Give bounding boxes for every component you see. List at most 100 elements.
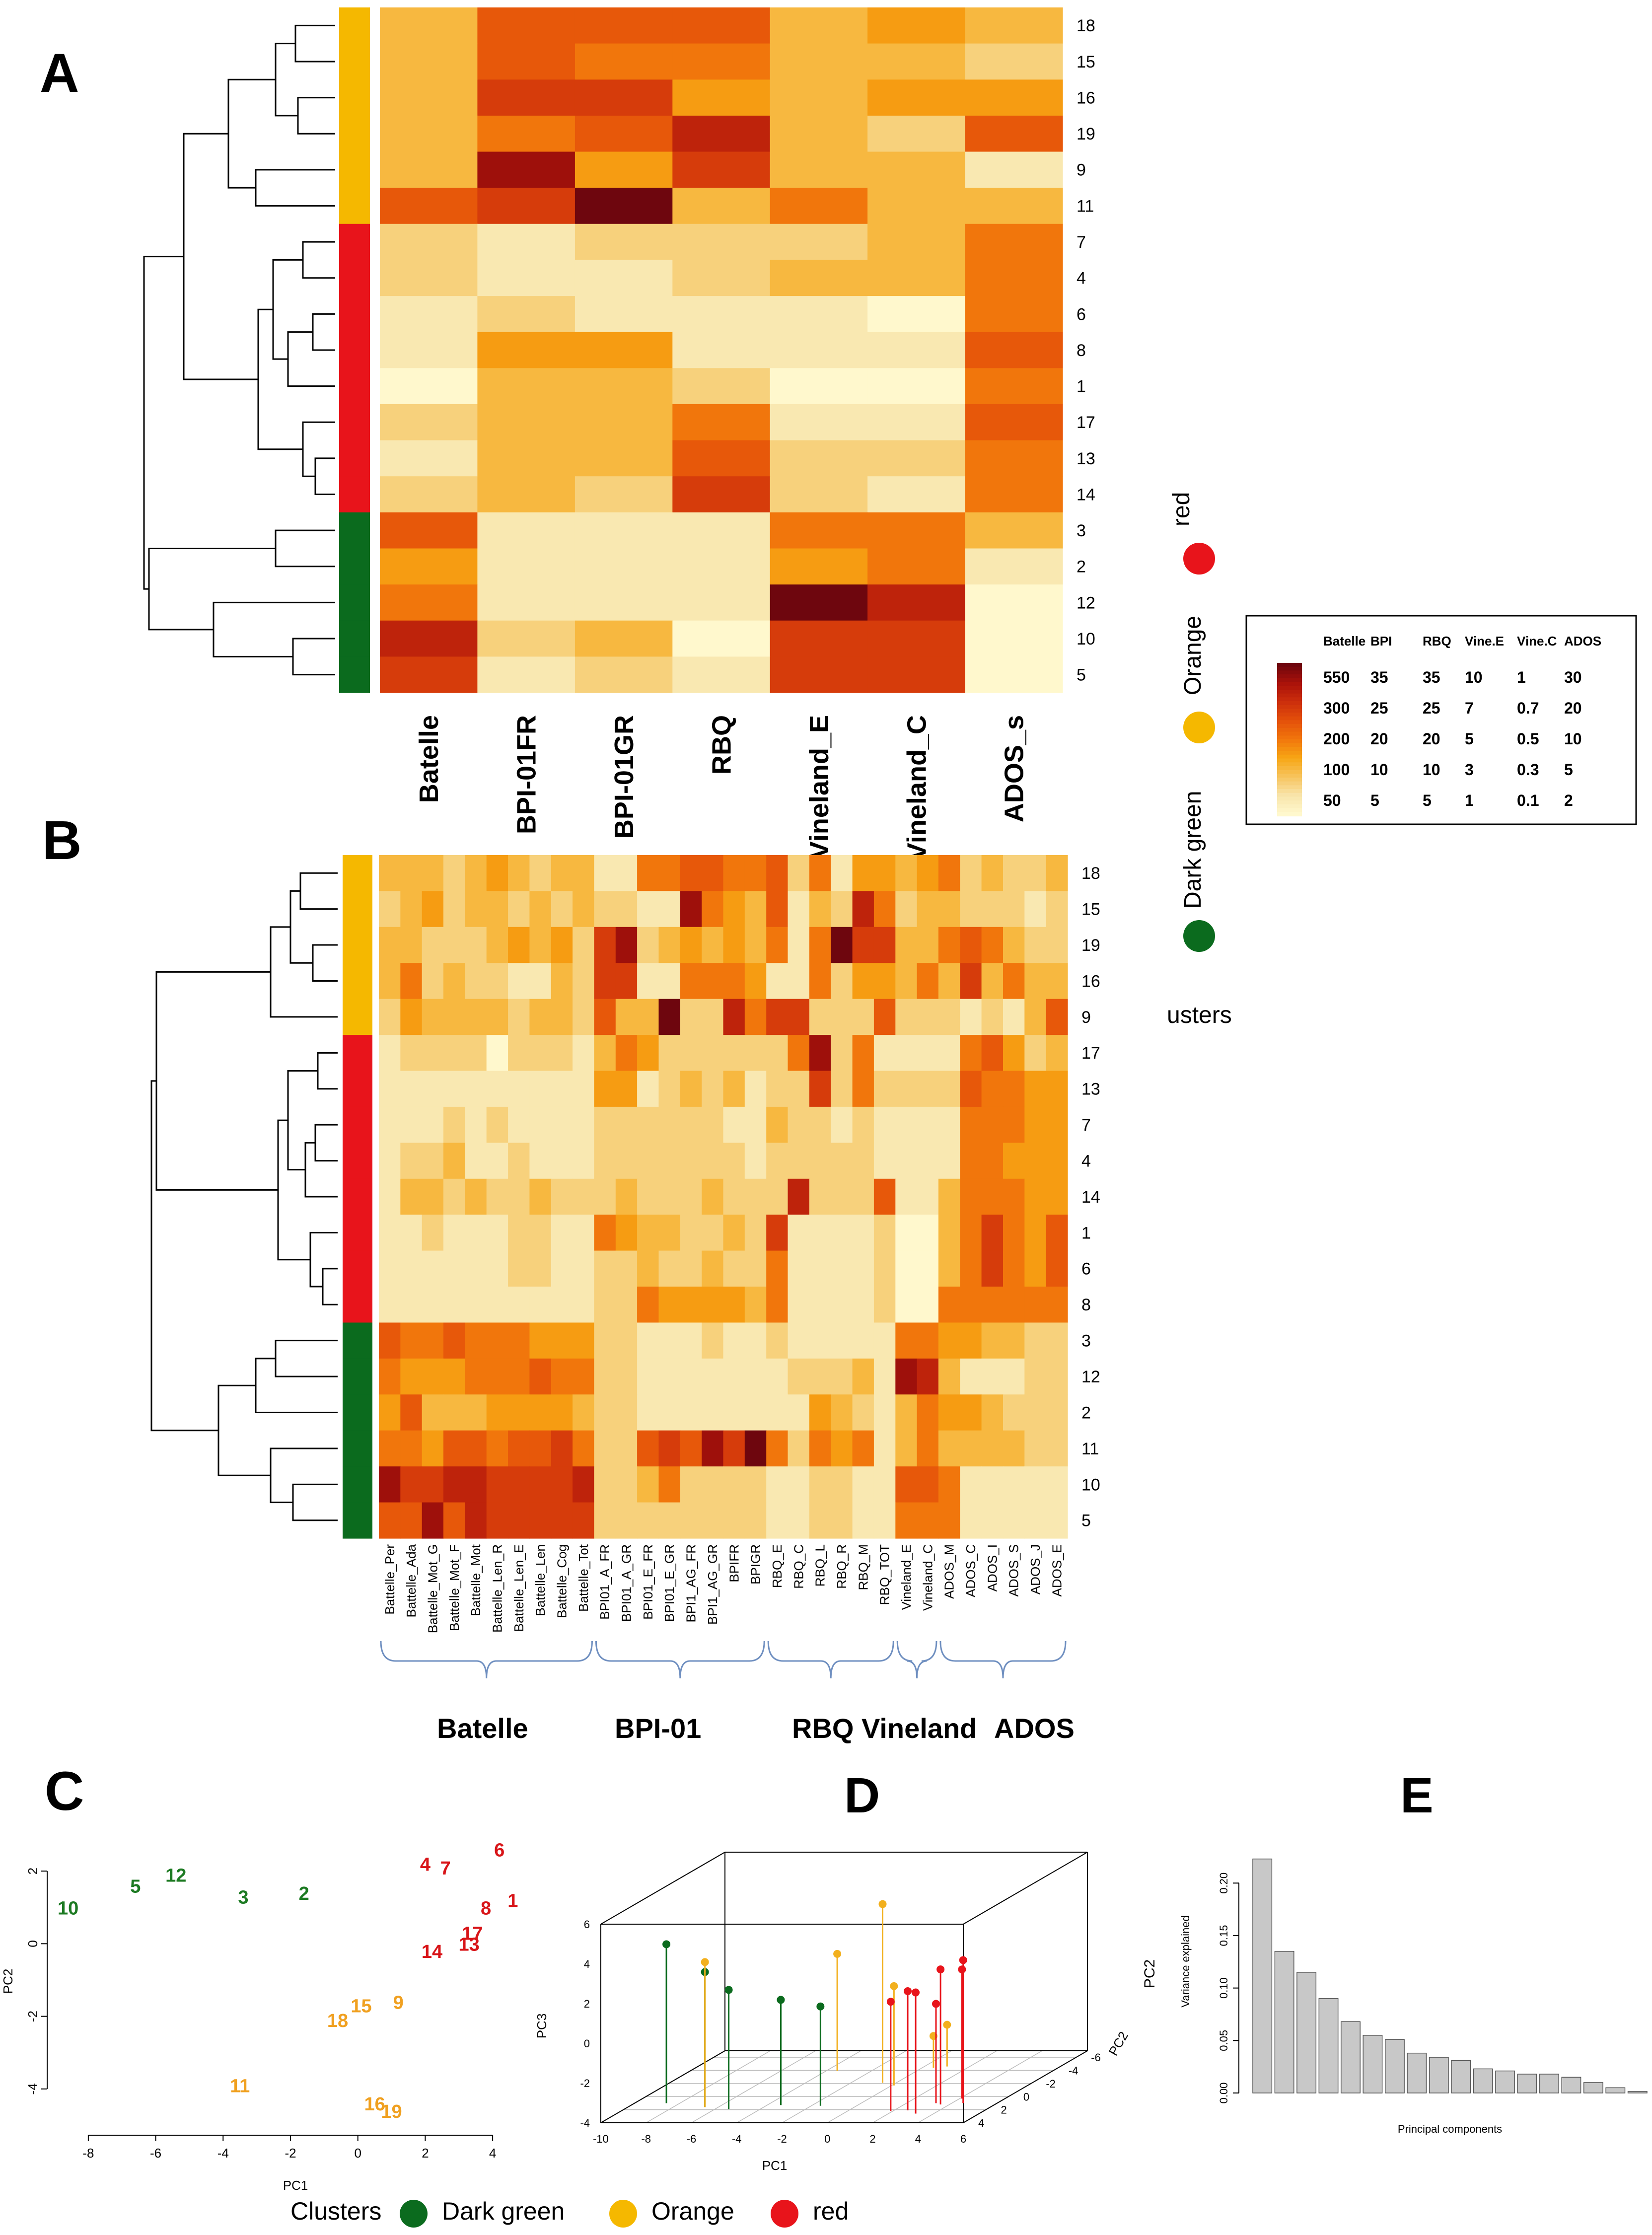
color-key-swatch	[1277, 727, 1302, 732]
heat-cell-r16-c11	[615, 963, 638, 1000]
heat-cell-r18-c21	[831, 855, 853, 891]
row-label: 1	[1077, 377, 1086, 396]
color-key-value: 25	[1423, 699, 1440, 717]
heat-cell-r3-c16	[723, 1322, 745, 1359]
group-brace	[939, 1641, 1067, 1679]
heat-cell-r11-c30	[1024, 1430, 1047, 1467]
color-key-swatch	[1277, 670, 1302, 675]
heat-cell-r4-c23	[873, 1143, 896, 1179]
heat-cell-r10-c2	[422, 1466, 444, 1503]
color-key-swatch	[1277, 812, 1302, 817]
heat-cell-r14-c0	[379, 1178, 401, 1215]
heat-cell-r6-c30	[1024, 1250, 1047, 1287]
heat-cell-r11-c16	[723, 1430, 745, 1467]
heat-cell-r3-c1	[400, 1322, 423, 1359]
heat-cell-r2-c0	[380, 548, 478, 585]
heat-cell-r6-c25	[917, 1250, 939, 1287]
c-y-label: PC2	[0, 1969, 15, 1994]
heat-cell-r18-c9	[573, 855, 594, 891]
heat-cell-r15-c4	[465, 891, 487, 928]
heat-cell-r2-c25	[917, 1394, 939, 1431]
heat-cell-r7-c3	[443, 1106, 465, 1143]
d-z-tick-label: 4	[584, 1958, 590, 1970]
color-key-header: BPI	[1370, 634, 1392, 649]
c-point-label: 4	[420, 1855, 431, 1875]
heat-cell-r18-c2	[575, 7, 673, 44]
heat-cell-r9-c14	[680, 999, 702, 1035]
dendrogram-link	[275, 1340, 338, 1377]
heat-cell-r7-c1	[477, 223, 575, 260]
color-key-swatch	[1277, 693, 1302, 698]
heat-cell-r13-c25	[917, 1071, 939, 1107]
color-key-swatch	[1277, 808, 1302, 813]
dendrogram-link	[294, 24, 335, 63]
heat-cell-r9-c22	[852, 999, 874, 1035]
heat-cell-r5-c28	[981, 1502, 1004, 1539]
column-label: ADOS_E	[1049, 1544, 1064, 1597]
heat-cell-r18-c18	[766, 855, 789, 891]
heat-cell-r3-c3	[443, 1322, 465, 1359]
row-label: 14	[1077, 485, 1095, 504]
heat-cell-r16-c14	[680, 963, 702, 1000]
heat-cell-r10-c29	[1003, 1466, 1025, 1503]
heat-cell-r11-c18	[766, 1430, 789, 1467]
cluster-bar-cell	[339, 404, 370, 441]
heat-cell-r12-c12	[637, 1358, 659, 1395]
color-key-swatch	[1277, 751, 1302, 755]
heat-cell-r3-c17	[744, 1322, 767, 1359]
row-label: 11	[1077, 197, 1094, 216]
heat-cell-r18-c0	[380, 7, 478, 44]
d-point	[958, 1965, 966, 1974]
heat-cell-r14-c1	[400, 1178, 423, 1215]
panel-label-d: D	[844, 1768, 880, 1823]
row-label: 1	[1081, 1224, 1091, 1242]
heat-cell-r1-c15	[702, 1215, 724, 1251]
heat-cell-r12-c27	[960, 1358, 982, 1395]
heat-cell-r8-c7	[529, 1287, 552, 1323]
dendrogram-link	[183, 133, 258, 380]
d-point	[932, 2000, 940, 2008]
heat-cell-r11-c9	[573, 1430, 594, 1467]
dendrogram-link	[270, 1447, 338, 1504]
heat-cell-r17-c13	[658, 1035, 681, 1072]
heat-cell-r5-c16	[723, 1502, 745, 1539]
heat-cell-r9-c12	[637, 999, 659, 1035]
heat-cell-r17-c6	[508, 1035, 530, 1072]
heat-cell-r13-c0	[379, 1071, 401, 1107]
heat-cell-r18-c26	[938, 855, 960, 891]
heat-cell-r17-c17	[744, 1035, 767, 1072]
heat-cell-r13-c13	[658, 1071, 681, 1107]
heat-cell-r11-c25	[917, 1430, 939, 1467]
heat-cell-r16-c12	[637, 963, 659, 1000]
heat-cell-r10-c4	[770, 620, 868, 657]
heat-cell-r8-c17	[744, 1287, 767, 1323]
variance-bar	[1296, 1972, 1317, 2093]
heat-cell-r12-c11	[615, 1358, 638, 1395]
color-key-swatch	[1277, 735, 1302, 740]
heat-cell-r16-c26	[938, 963, 960, 1000]
row-label: 15	[1081, 900, 1100, 919]
heat-cell-r8-c4	[465, 1287, 487, 1323]
color-key-swatch	[1277, 705, 1302, 710]
heat-cell-r6-c11	[615, 1250, 638, 1287]
heat-cell-r11-c4	[770, 188, 868, 224]
d-y-tick-label: 4	[978, 2117, 984, 2129]
heat-cell-r10-c24	[895, 1466, 918, 1503]
clusters-title: Clusters	[290, 2197, 381, 2225]
dendrogram-link	[150, 1080, 218, 1432]
heat-cell-r3-c29	[1003, 1322, 1025, 1359]
heat-cell-r8-c3	[443, 1287, 465, 1323]
color-key-box	[1245, 615, 1637, 825]
heat-cell-r3-c21	[831, 1322, 853, 1359]
heat-cell-r5-c1	[400, 1502, 423, 1539]
cluster-bar-cell	[343, 1394, 372, 1431]
heat-cell-r7-c20	[809, 1106, 831, 1143]
heat-cell-r19-c6	[508, 927, 530, 963]
color-key-value: 550	[1323, 668, 1350, 686]
heat-cell-r17-c2	[422, 1035, 444, 1072]
heat-cell-r10-c31	[1046, 1466, 1068, 1503]
heat-cell-r12-c31	[1046, 1358, 1068, 1395]
heat-cell-r6-c19	[788, 1250, 810, 1287]
